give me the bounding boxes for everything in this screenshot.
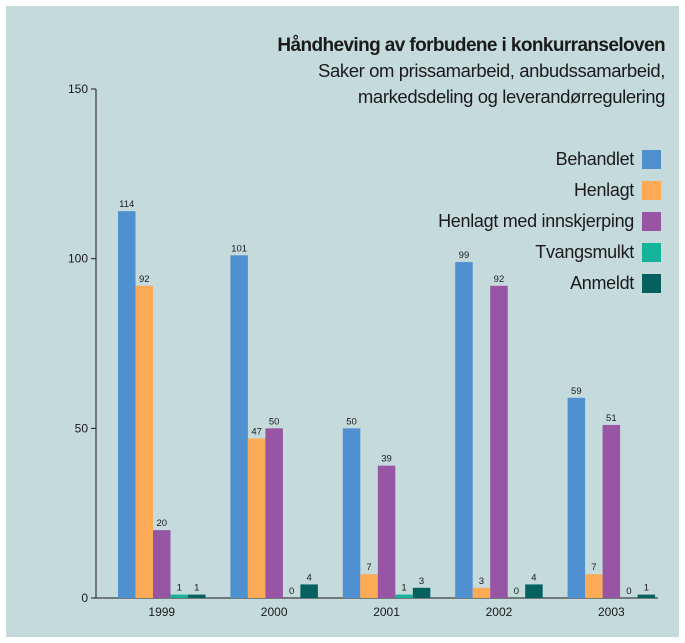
data-label: 4 [531,572,536,583]
x-tick-label: 2000 [261,605,288,619]
data-label: 99 [459,250,470,261]
bar [170,594,188,598]
bar [567,397,586,598]
data-label: 3 [479,576,484,587]
legend-item-anmeldt: Anmeldt [438,268,661,299]
legend-item-henlagt: Henlagt [438,175,661,206]
legend-item-henlagt-med-innskjerping: Henlagt med innskjerping [438,206,661,237]
data-label: 92 [494,274,505,285]
x-tick-label: 1999 [148,605,175,619]
data-label: 101 [231,243,247,254]
legend-swatch [642,212,661,231]
data-label: 47 [251,427,262,438]
chart-frame: 0 50 100 150 1999 114 92 20 1 1 2000 101 47 50 0 4 2001 5… [6,6,679,637]
legend-swatch [642,150,661,169]
bar [118,211,136,598]
data-label: 51 [606,413,617,424]
bar [360,574,378,598]
y-tick-label: 50 [75,421,89,435]
data-label: 1 [194,583,199,594]
legend-item-tvangsmulkt: Tvangsmulkt [438,237,661,268]
data-label: 7 [591,562,596,573]
legend-item-behandlet: Behandlet [438,144,661,175]
data-label: 0 [514,586,519,597]
bar [455,262,473,598]
bar [395,594,413,598]
chart-subtitle-line-1: Saker om prissamarbeid, anbudssamarbeid, [318,60,665,81]
bar [472,587,491,598]
data-label: 4 [307,572,312,583]
bar [135,285,153,598]
data-label: 50 [269,416,280,427]
bar [602,424,621,598]
bar [247,438,266,598]
data-label: 0 [289,586,294,597]
data-label: 39 [381,454,392,465]
legend-swatch [642,243,661,262]
data-label: 0 [626,586,631,597]
bar [377,465,396,598]
bar [490,285,508,598]
bar [188,594,206,598]
title-block: Håndheving av forbudene i konkurranselov… [277,34,665,110]
legend-label: Henlagt [574,180,634,200]
legend: Behandlet Henlagt Henlagt med innskjerpi… [438,144,661,299]
data-label: 7 [366,562,371,573]
bar [637,594,656,598]
bar [585,574,603,598]
bar [300,584,318,598]
data-label: 1 [401,583,406,594]
y-tick-label: 0 [81,591,88,605]
data-label: 92 [139,274,150,285]
data-label: 3 [419,576,424,587]
bar [412,587,431,598]
legend-swatch [642,274,661,293]
data-label: 1 [177,583,182,594]
bar [265,428,283,598]
data-label: 1 [644,583,649,594]
y-tick-label: 150 [68,82,88,96]
chart-subtitle-line-2: markedsdeling og leverandørregulering [357,86,665,107]
data-label: 20 [156,518,167,529]
bar [230,255,248,599]
x-tick-label: 2001 [373,605,400,619]
legend-label: Henlagt med innskjerping [438,211,634,231]
data-label: 50 [346,416,357,427]
bar [525,584,543,598]
legend-label: Behandlet [555,149,635,169]
y-tick-label: 100 [68,252,88,266]
legend-swatch [642,181,661,200]
data-label: 114 [119,199,134,210]
chart-title: Håndheving av forbudene i konkurranselov… [277,35,665,56]
x-tick-label: 2002 [486,605,513,619]
bar [342,428,361,598]
legend-label: Anmeldt [570,273,634,293]
data-label: 59 [571,386,582,397]
x-tick-label: 2003 [598,605,625,619]
bar [153,530,171,598]
legend-label: Tvangsmulkt [535,242,634,262]
